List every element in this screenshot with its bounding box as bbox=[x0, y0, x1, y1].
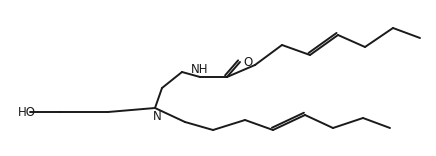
Text: NH: NH bbox=[191, 63, 209, 76]
Text: HO: HO bbox=[18, 107, 36, 119]
Text: N: N bbox=[153, 110, 161, 123]
Text: O: O bbox=[243, 56, 252, 68]
